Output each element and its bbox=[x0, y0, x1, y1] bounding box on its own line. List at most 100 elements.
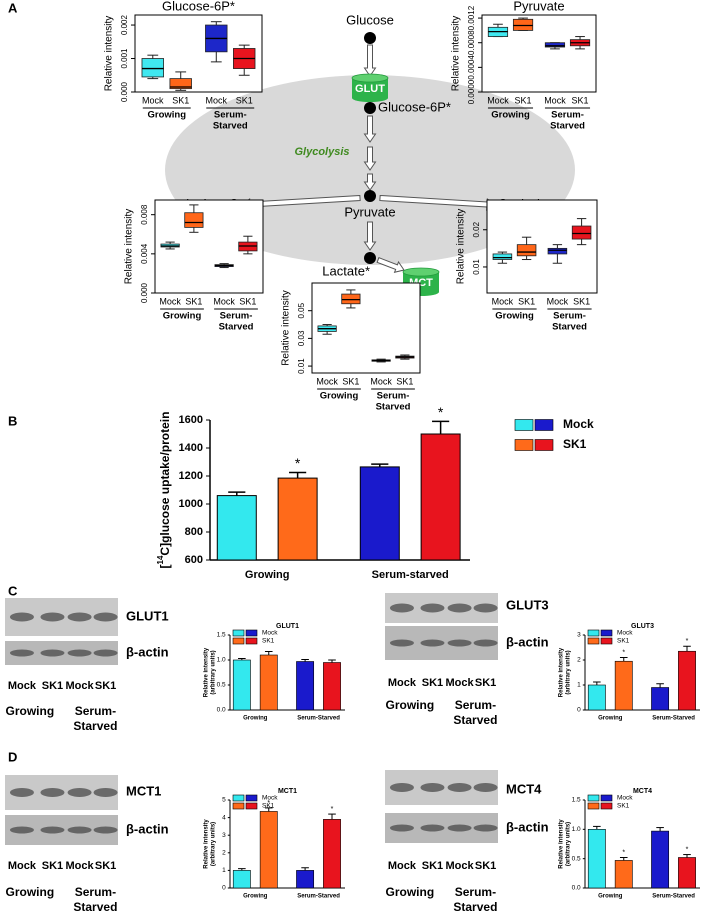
lane-label: Mock bbox=[66, 680, 95, 692]
blot-band bbox=[93, 788, 118, 797]
y-axis-label: Relative intensity bbox=[124, 209, 135, 285]
blot-control: β-actin bbox=[126, 644, 169, 659]
x-tick-label: Mock bbox=[544, 95, 566, 105]
y-axis-label: (arbitrary units) bbox=[211, 822, 217, 866]
x-tick-label: Mock bbox=[487, 95, 509, 105]
x-tick-label: Serum-starved bbox=[372, 569, 449, 581]
box bbox=[141, 58, 164, 78]
y-axis-label: Relative intensity bbox=[104, 16, 115, 92]
y-tick-label: 0.01 bbox=[472, 259, 481, 275]
y-tick-label: 1 bbox=[577, 682, 581, 689]
blot-band bbox=[473, 783, 498, 792]
y-axis-label: (arbitrary units) bbox=[211, 650, 217, 694]
metabolite-dot bbox=[364, 102, 376, 114]
legend-swatch bbox=[245, 637, 258, 645]
y-tick-label: 0.0 bbox=[217, 707, 226, 714]
significance-marker: * bbox=[622, 849, 625, 856]
y-tick-label: 0.0000 bbox=[467, 79, 476, 104]
blot-band bbox=[473, 824, 498, 832]
x-tick-label: Growing bbox=[243, 716, 268, 722]
metabolite-dot bbox=[364, 252, 376, 264]
x-tick-label: SK1 bbox=[573, 296, 590, 306]
metabolite-dot bbox=[364, 190, 376, 202]
legend-swatch bbox=[600, 802, 613, 810]
transporter bbox=[352, 78, 388, 98]
y-tick-label: 0.02 bbox=[472, 221, 481, 237]
blot-band bbox=[93, 826, 118, 834]
y-tick-label: 0.0004 bbox=[467, 55, 476, 80]
legend-swatch bbox=[232, 802, 245, 810]
y-axis-label-part: C]glucose uptake/protein bbox=[158, 412, 172, 556]
x-tick-label: Growing bbox=[243, 894, 268, 900]
y-axis-label: Relative intensity bbox=[451, 16, 462, 92]
bar bbox=[420, 433, 461, 561]
y-axis-label-part: [ bbox=[158, 564, 172, 568]
y-axis-label: Relative intensity bbox=[456, 209, 467, 285]
legend-swatch bbox=[514, 439, 534, 451]
blot-band bbox=[9, 649, 34, 657]
bar bbox=[587, 684, 606, 711]
y-tick-label: 0.000 bbox=[140, 282, 149, 303]
x-tick-label: Mock bbox=[316, 376, 338, 386]
y-tick-label: 0.000 bbox=[120, 81, 129, 102]
plot-frame bbox=[481, 14, 597, 93]
y-tick-label: 0.0 bbox=[572, 885, 581, 892]
box bbox=[169, 78, 192, 90]
group-label: Serum- bbox=[551, 110, 584, 121]
box bbox=[341, 293, 361, 305]
group-label: Starved bbox=[73, 900, 117, 914]
legend-swatch bbox=[232, 629, 245, 637]
metabolite-dot bbox=[364, 32, 376, 44]
bar bbox=[614, 860, 633, 889]
blot-band bbox=[40, 612, 65, 622]
legend-label: SK1 bbox=[617, 803, 630, 810]
lane-label: Mock bbox=[446, 860, 475, 872]
y-tick-label: 0 bbox=[222, 885, 226, 892]
x-tick-label: SK1 bbox=[515, 95, 532, 105]
y-axis-label: Relative intensity bbox=[559, 819, 565, 869]
blot-band bbox=[40, 826, 65, 834]
x-tick-label: Mock bbox=[547, 296, 569, 306]
y-tick-label: 0.008 bbox=[140, 204, 149, 225]
blot-target: GLUT1 bbox=[126, 608, 169, 623]
node-label: Glucose bbox=[346, 12, 394, 27]
y-tick-label: 2 bbox=[577, 657, 581, 664]
blot-band bbox=[420, 603, 445, 613]
lane-label: SK1 bbox=[42, 680, 63, 692]
bar bbox=[614, 660, 633, 711]
group-label: Serum- bbox=[455, 698, 496, 712]
group-label: Growing bbox=[386, 698, 435, 712]
panel-label: D bbox=[8, 749, 17, 764]
y-tick-label: 1.5 bbox=[572, 797, 581, 804]
legend-swatch bbox=[600, 629, 613, 637]
y-tick-label: 0.002 bbox=[120, 14, 129, 35]
legend-label: Mock bbox=[617, 795, 633, 802]
y-tick-label: 0.01 bbox=[297, 358, 306, 374]
y-tick-label: 2 bbox=[222, 850, 226, 857]
y-tick-label: 3 bbox=[577, 632, 581, 639]
arrow bbox=[363, 173, 377, 191]
lane-label: SK1 bbox=[475, 677, 496, 689]
blot-band bbox=[67, 649, 92, 657]
blot-band bbox=[447, 603, 472, 613]
y-axis-label-sup: 14 bbox=[156, 555, 165, 564]
blot-band bbox=[9, 826, 34, 834]
group-label: Starved bbox=[376, 402, 411, 413]
lane-label: SK1 bbox=[475, 860, 496, 872]
y-axis-label: (arbitrary units) bbox=[566, 650, 572, 694]
bar bbox=[216, 495, 257, 561]
transporter-label: GLUT bbox=[355, 83, 385, 95]
blot-band bbox=[447, 824, 472, 832]
legend-label: SK1 bbox=[617, 638, 630, 645]
group-label: Growing bbox=[320, 391, 359, 402]
y-tick-label: 800 bbox=[185, 526, 203, 538]
panel-label: B bbox=[8, 413, 17, 428]
blot-band bbox=[389, 783, 414, 792]
chart-title: MCT4 bbox=[633, 788, 652, 795]
y-tick-label: 0.5 bbox=[217, 682, 226, 689]
y-tick-label: 5 bbox=[222, 797, 226, 804]
bar bbox=[678, 650, 696, 711]
group-label: Growing bbox=[491, 110, 530, 121]
group-label: Starved bbox=[453, 900, 497, 914]
